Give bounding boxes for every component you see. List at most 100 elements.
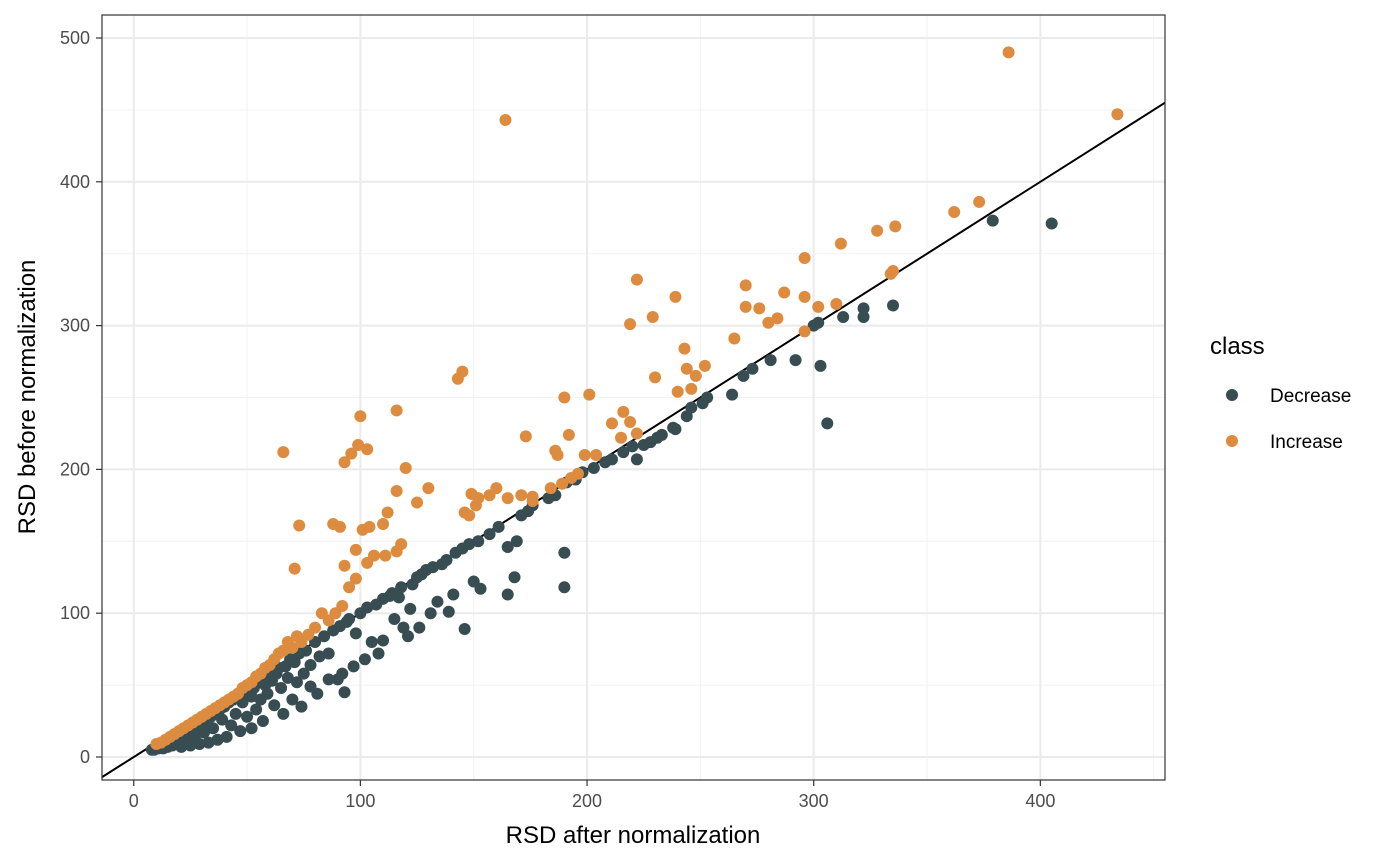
point-increase — [812, 300, 825, 313]
point-decrease — [986, 214, 999, 227]
point-decrease — [501, 588, 514, 601]
point-decrease — [318, 630, 331, 643]
point-increase — [390, 545, 403, 558]
point-increase — [526, 495, 539, 508]
point-increase — [381, 506, 394, 519]
point-increase — [753, 302, 766, 315]
point-decrease — [558, 546, 571, 559]
point-increase — [617, 405, 630, 418]
y-axis-ticks: 0 100 200 300 400 500 — [60, 28, 102, 767]
y-tick-label: 100 — [60, 603, 90, 623]
point-decrease — [458, 623, 471, 636]
point-decrease — [837, 310, 850, 323]
point-increase — [578, 449, 591, 462]
point-decrease — [404, 602, 417, 615]
series-increase-points — [150, 46, 1124, 751]
point-decrease — [229, 707, 242, 720]
point-decrease — [370, 598, 383, 611]
point-increase — [333, 520, 346, 533]
point-increase — [349, 543, 362, 556]
point-decrease — [365, 635, 378, 648]
point-decrease — [467, 575, 480, 588]
point-increase — [590, 449, 603, 462]
point-decrease — [397, 621, 410, 634]
point-decrease — [220, 730, 233, 743]
point-decrease — [277, 707, 290, 720]
point-increase — [343, 581, 356, 594]
point-increase — [583, 388, 596, 401]
point-increase — [519, 430, 532, 443]
point-increase — [290, 630, 303, 643]
point-decrease — [821, 417, 834, 430]
point-decrease — [250, 703, 263, 716]
point-decrease — [435, 558, 448, 571]
point-increase — [390, 484, 403, 497]
point-decrease — [290, 676, 303, 689]
point-decrease — [327, 624, 340, 637]
point-increase — [379, 549, 392, 562]
y-axis-title: RSD before normalization — [14, 260, 41, 535]
point-decrease — [630, 453, 643, 466]
point-decrease — [304, 680, 317, 693]
point-increase — [501, 492, 514, 505]
point-decrease — [483, 528, 496, 541]
point-decrease — [331, 673, 344, 686]
point-decrease — [442, 605, 455, 618]
point-decrease — [696, 397, 709, 410]
point-decrease — [377, 634, 390, 647]
point-increase — [556, 477, 569, 490]
point-decrease — [599, 456, 612, 469]
point-increase — [698, 359, 711, 372]
plot-border — [101, 14, 1166, 781]
point-decrease — [225, 719, 238, 732]
point-decrease — [424, 607, 437, 620]
point-decrease — [281, 671, 294, 684]
point-decrease — [558, 581, 571, 594]
major-gridlines — [102, 15, 1165, 780]
point-increase — [762, 316, 775, 329]
point-decrease — [406, 578, 419, 591]
point-decrease — [737, 369, 750, 382]
point-decrease — [297, 667, 310, 680]
point-increase — [884, 267, 897, 280]
series-decrease-points — [145, 214, 1058, 756]
point-increase — [361, 556, 374, 569]
point-increase — [830, 298, 843, 311]
point-decrease — [789, 354, 802, 367]
point-decrease — [395, 581, 408, 594]
legend-key-decrease — [1226, 389, 1238, 401]
y-tick-label: 0 — [80, 747, 90, 767]
point-increase — [544, 482, 557, 495]
x-tick-label: 100 — [345, 791, 375, 811]
point-increase — [889, 220, 902, 233]
point-decrease — [449, 546, 462, 559]
y-tick-label: 300 — [60, 316, 90, 336]
point-increase — [377, 518, 390, 531]
y-tick-label: 400 — [60, 172, 90, 192]
point-increase — [630, 273, 643, 286]
point-increase — [771, 312, 784, 325]
point-increase — [669, 290, 682, 303]
point-increase — [562, 428, 575, 441]
point-increase — [649, 371, 662, 384]
point-increase — [834, 237, 847, 250]
point-increase — [293, 519, 306, 532]
point-increase — [515, 489, 528, 502]
point-decrease — [857, 302, 870, 315]
point-decrease — [268, 699, 281, 712]
point-decrease — [388, 612, 401, 625]
point-decrease — [492, 520, 505, 533]
point-decrease — [286, 693, 299, 706]
x-axis-ticks: 0 100 200 300 400 — [129, 780, 1055, 811]
point-increase — [678, 342, 691, 355]
point-decrease — [413, 621, 426, 634]
point-decrease — [510, 535, 523, 548]
point-decrease — [680, 410, 693, 423]
point-increase — [356, 523, 369, 536]
point-decrease — [508, 571, 521, 584]
point-increase — [315, 607, 328, 620]
point-increase — [624, 318, 637, 331]
point-increase — [739, 300, 752, 313]
point-increase — [728, 332, 741, 345]
